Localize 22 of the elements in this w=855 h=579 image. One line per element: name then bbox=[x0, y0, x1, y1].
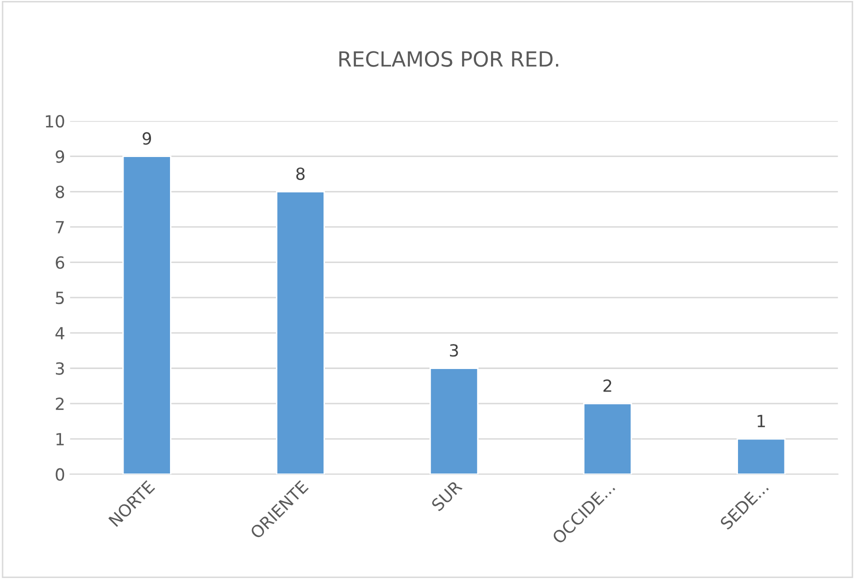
y-tick-label: 4 bbox=[55, 327, 64, 340]
y-tick-label: 7 bbox=[56, 221, 64, 234]
y-tick-label: 9 bbox=[56, 150, 64, 163]
data-label: 9 bbox=[142, 132, 152, 145]
data-label: 8 bbox=[296, 167, 305, 180]
bar bbox=[736, 438, 786, 474]
y-tick-label: 1 bbox=[56, 433, 64, 446]
bar bbox=[122, 156, 172, 474]
bar bbox=[430, 368, 478, 474]
y-tick-label: 5 bbox=[56, 292, 64, 304]
y-tick-label: 10 bbox=[46, 114, 64, 128]
y-tick-label: 0 bbox=[56, 468, 64, 481]
data-label: 3 bbox=[450, 344, 458, 357]
bar bbox=[583, 402, 632, 474]
y-tick-label: 3 bbox=[56, 362, 64, 375]
y-tick-label: 8 bbox=[56, 186, 64, 198]
y-tick-label: 2 bbox=[56, 398, 64, 410]
bar bbox=[276, 190, 325, 474]
y-tick-label: 6 bbox=[56, 256, 64, 269]
data-label: 1 bbox=[758, 414, 765, 428]
chart-title: RECLAMOS POR RED. bbox=[339, 51, 558, 67]
data-label: 2 bbox=[603, 379, 612, 392]
